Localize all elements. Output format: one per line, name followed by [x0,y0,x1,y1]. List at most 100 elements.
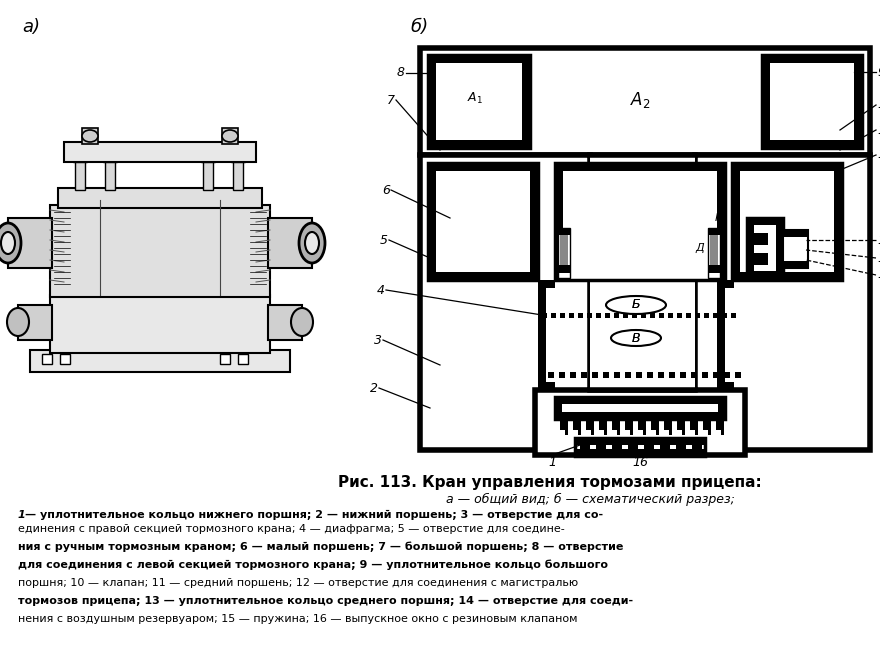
Bar [428,55,530,63]
Bar [762,55,770,148]
Bar [590,155,695,390]
Ellipse shape [7,308,29,336]
Bar [530,163,538,280]
Bar [702,372,708,378]
Bar [575,438,705,456]
Text: Г: Г [715,213,721,223]
Bar [660,438,670,456]
Bar [716,420,724,430]
Bar [732,163,842,171]
Bar [592,372,598,378]
Bar [420,48,870,155]
Bar [636,372,642,378]
Bar [762,55,862,148]
Text: 12: 12 [877,148,880,162]
Bar [60,354,70,364]
Bar [834,163,842,280]
Text: 10: 10 [877,99,880,112]
Bar [632,313,637,318]
Bar [659,313,664,318]
Bar [783,230,808,237]
Bar [641,313,646,318]
Text: $A_1$: $A_1$ [467,91,483,106]
Bar [625,420,633,430]
Bar [596,313,601,318]
Ellipse shape [305,232,319,254]
Bar [713,313,718,318]
Bar [691,372,697,378]
Bar [268,305,302,340]
Bar [8,218,52,268]
Bar [555,163,563,280]
Bar [754,233,768,245]
Bar [747,218,754,278]
Bar [578,430,581,435]
Bar [708,265,720,273]
Bar [560,235,568,265]
Bar [717,280,734,288]
Text: Д: Д [695,243,704,253]
Bar [721,430,724,435]
Bar [731,313,736,318]
Text: 2: 2 [370,382,378,394]
Bar [575,449,705,456]
Text: — уплотнительное кольцо нижнего поршня; 2 — нижний поршень; 3 — отверстие для со: — уплотнительное кольцо нижнего поршня; … [25,510,603,520]
Bar [625,372,631,378]
Bar [747,271,783,278]
Bar [75,160,85,190]
Bar [238,354,248,364]
Bar [604,430,607,435]
Bar [538,280,546,390]
Bar [651,420,659,430]
Bar [695,313,700,318]
Bar [551,313,556,318]
Text: тормозов прицепа; 13 — уплотнительное кольцо среднего поршня; 14 — отверстие для: тормозов прицепа; 13 — уплотнительное ко… [18,596,633,606]
Bar [268,218,312,268]
Bar [558,265,570,273]
Text: 8: 8 [397,66,405,79]
Ellipse shape [1,232,15,254]
Bar [776,218,783,278]
Bar [644,438,654,456]
Bar [522,55,530,148]
Text: Б: Б [632,298,641,311]
Bar [555,397,562,419]
Bar [628,438,638,456]
Text: $A_2$: $A_2$ [630,90,650,110]
Bar [575,438,705,445]
Bar [420,155,590,450]
Ellipse shape [611,330,661,346]
Ellipse shape [82,130,98,142]
Bar [708,430,711,435]
Ellipse shape [606,296,666,314]
Bar [732,163,740,280]
Bar [596,438,606,456]
Bar [623,313,628,318]
Bar [82,128,98,144]
Bar [676,438,686,456]
Bar [732,272,842,280]
Bar [542,313,547,318]
Bar [538,280,555,288]
Bar [50,205,270,297]
Bar [428,55,530,148]
Bar [555,397,725,419]
Bar [581,372,587,378]
Bar [580,438,590,456]
Text: 4: 4 [377,284,385,296]
Bar [614,372,620,378]
Bar [103,152,117,162]
Bar [664,420,672,430]
Text: Б: Б [632,298,641,311]
Bar [64,142,256,162]
Bar [680,372,686,378]
Bar [718,397,725,419]
Bar [708,228,720,278]
Bar [605,313,610,318]
Bar [428,272,538,280]
Bar [614,313,619,318]
Bar [428,163,538,171]
Ellipse shape [222,130,238,142]
Bar [762,140,862,148]
Text: Рис. 113. Кран управления тормозами прицепа:: Рис. 113. Кран управления тормозами приц… [338,475,762,490]
